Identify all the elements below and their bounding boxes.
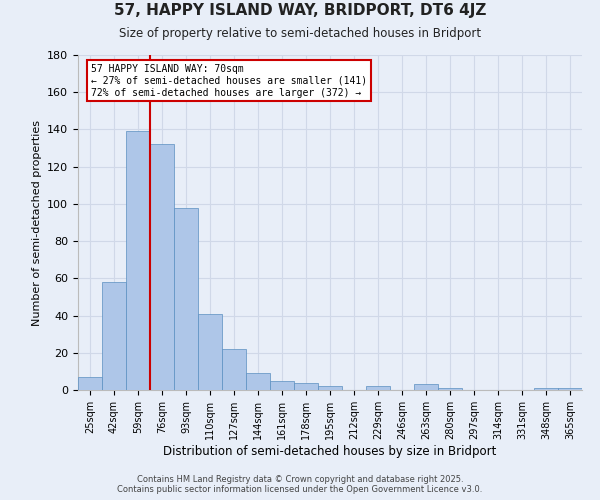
Bar xyxy=(438,388,462,390)
Bar xyxy=(222,349,246,390)
Bar xyxy=(174,208,198,390)
Bar xyxy=(126,132,150,390)
Bar xyxy=(150,144,174,390)
Bar xyxy=(270,380,294,390)
Bar xyxy=(198,314,222,390)
Bar xyxy=(558,388,582,390)
Text: 57, HAPPY ISLAND WAY, BRIDPORT, DT6 4JZ: 57, HAPPY ISLAND WAY, BRIDPORT, DT6 4JZ xyxy=(114,3,486,18)
Y-axis label: Number of semi-detached properties: Number of semi-detached properties xyxy=(32,120,41,326)
Bar xyxy=(414,384,438,390)
Text: Size of property relative to semi-detached houses in Bridport: Size of property relative to semi-detach… xyxy=(119,28,481,40)
Bar xyxy=(78,377,102,390)
Bar xyxy=(102,282,126,390)
X-axis label: Distribution of semi-detached houses by size in Bridport: Distribution of semi-detached houses by … xyxy=(163,444,497,458)
Bar xyxy=(534,388,558,390)
Bar xyxy=(294,382,318,390)
Bar xyxy=(366,386,390,390)
Text: Contains HM Land Registry data © Crown copyright and database right 2025.
Contai: Contains HM Land Registry data © Crown c… xyxy=(118,475,482,494)
Bar xyxy=(318,386,342,390)
Bar xyxy=(246,373,270,390)
Text: 57 HAPPY ISLAND WAY: 70sqm
← 27% of semi-detached houses are smaller (141)
72% o: 57 HAPPY ISLAND WAY: 70sqm ← 27% of semi… xyxy=(91,64,367,98)
